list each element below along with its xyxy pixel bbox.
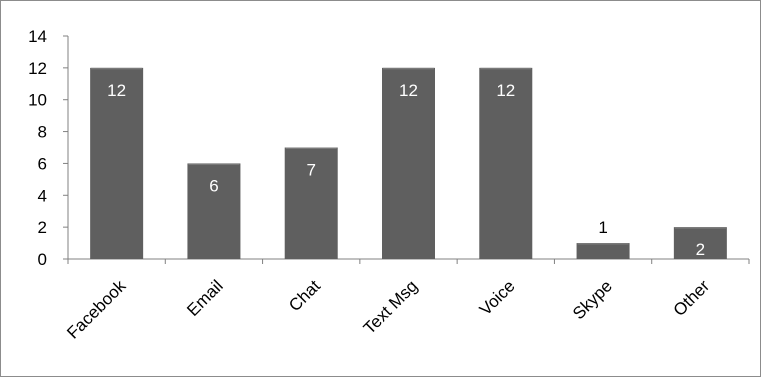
category-label: Voice <box>476 276 519 319</box>
y-tick-label: 6 <box>38 154 47 173</box>
data-label: 6 <box>209 176 218 195</box>
x-axis <box>67 258 750 264</box>
category-labels: Facebook Email Chat Text Msg Voice Skype Other <box>63 276 713 343</box>
category-label: Text Msg <box>360 276 422 338</box>
category-label: Facebook <box>63 276 130 343</box>
bar-top-edge <box>188 163 240 165</box>
bar <box>90 67 144 259</box>
y-tick-label: 8 <box>38 123 47 142</box>
y-tick-label: 2 <box>38 218 47 237</box>
bar <box>576 243 630 259</box>
category-label: Skype <box>569 276 616 323</box>
y-tick-label: 4 <box>38 186 47 205</box>
bar-top-edge <box>480 67 532 70</box>
data-label: 1 <box>598 218 607 237</box>
y-axis: 0 2 4 6 8 10 12 14 <box>28 27 69 269</box>
bar <box>284 147 338 259</box>
bar <box>382 67 435 259</box>
bar-top-edge <box>383 67 434 70</box>
y-tick-label: 0 <box>38 250 47 269</box>
y-tick-label: 12 <box>28 59 47 78</box>
category-label: Chat <box>285 276 324 315</box>
bar-top-edge <box>285 147 337 149</box>
bar <box>479 67 533 259</box>
category-label: Email <box>183 276 226 319</box>
data-label: 12 <box>496 81 515 100</box>
category-label: Other <box>670 276 714 320</box>
bar-top-edge <box>577 243 629 245</box>
bar <box>187 163 241 259</box>
bar-top-edge <box>91 67 143 70</box>
y-tick-label: 10 <box>28 91 47 110</box>
bar-top-edge <box>674 227 726 229</box>
data-label: 7 <box>306 161 315 180</box>
y-tick-label: 14 <box>28 27 47 46</box>
data-label: 2 <box>696 240 705 259</box>
data-label: 12 <box>399 81 418 100</box>
bars <box>90 67 727 259</box>
bar <box>673 227 727 259</box>
data-label: 12 <box>107 81 126 100</box>
